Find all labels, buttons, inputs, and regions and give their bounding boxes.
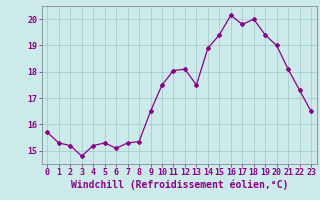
X-axis label: Windchill (Refroidissement éolien,°C): Windchill (Refroidissement éolien,°C) xyxy=(70,180,288,190)
